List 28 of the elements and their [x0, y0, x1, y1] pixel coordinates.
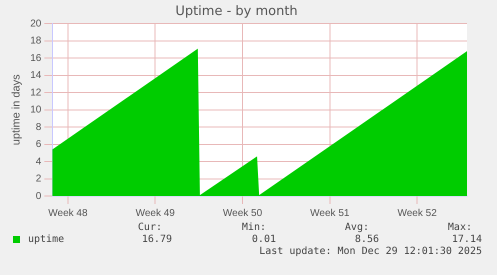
text: 16.79	[142, 234, 172, 245]
text: 8.56	[354, 234, 379, 245]
y-tick-label: 8	[36, 122, 42, 133]
chart-title: Uptime - by month	[175, 4, 298, 20]
x-tick-label: Week 50	[222, 208, 263, 219]
y-tick-label: 4	[36, 156, 42, 168]
x-tick-label: Week 52	[397, 208, 438, 219]
y-tick-label: 2	[36, 174, 42, 185]
text: Last update: Mon Dec 29 12:01:30 2025	[259, 246, 482, 257]
y-tick-label: 14	[30, 70, 42, 82]
y-tick-label: 0	[36, 190, 42, 202]
x-tick-label: Week 49	[136, 208, 176, 219]
y-tick-label: 10	[30, 104, 42, 116]
x-tick-label: Week 48	[48, 208, 88, 219]
text: 0.01	[252, 234, 276, 245]
y-tick-label: 20	[30, 18, 42, 30]
text: Max:	[448, 222, 472, 233]
y-axis-title: uptime in days	[10, 74, 23, 146]
text: Min:	[242, 222, 266, 233]
x-tick-label: Week 51	[310, 208, 350, 219]
text: Avg:	[344, 222, 369, 233]
text: 17.14	[452, 234, 482, 245]
legend-label: uptime	[28, 234, 64, 245]
text: Cur:	[138, 222, 162, 233]
y-tick-label: 6	[36, 139, 42, 150]
y-tick-label: 18	[30, 36, 42, 47]
y-tick-label: 16	[30, 52, 42, 64]
y-tick-label: 12	[30, 87, 42, 98]
